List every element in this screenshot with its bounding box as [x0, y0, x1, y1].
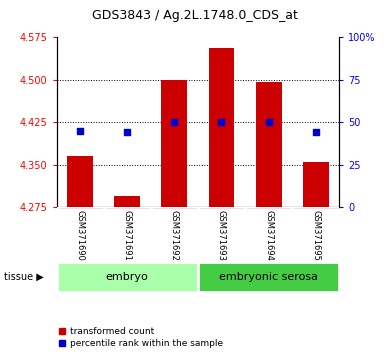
Bar	[198, 262, 339, 292]
Bar	[114, 196, 140, 207]
Bar	[256, 82, 282, 207]
Text: GSM371693: GSM371693	[217, 210, 226, 261]
Point	[218, 119, 225, 125]
Bar	[209, 48, 234, 207]
Text: embryo: embryo	[106, 272, 149, 282]
Text: GSM371695: GSM371695	[311, 210, 320, 261]
Text: GSM371691: GSM371691	[123, 210, 132, 261]
Point	[124, 130, 130, 135]
Point	[313, 130, 319, 135]
Point	[266, 119, 272, 125]
Text: GSM371692: GSM371692	[170, 210, 179, 261]
Bar	[161, 80, 187, 207]
Point	[77, 128, 83, 133]
Bar	[67, 156, 93, 207]
Text: embryonic serosa: embryonic serosa	[219, 272, 318, 282]
Text: GSM371690: GSM371690	[76, 210, 85, 261]
Text: tissue ▶: tissue ▶	[4, 272, 44, 282]
Bar	[57, 262, 198, 292]
Legend: transformed count, percentile rank within the sample: transformed count, percentile rank withi…	[59, 327, 223, 348]
Point	[171, 119, 177, 125]
Bar	[303, 162, 329, 207]
Text: GDS3843 / Ag.2L.1748.0_CDS_at: GDS3843 / Ag.2L.1748.0_CDS_at	[92, 10, 298, 22]
Text: GSM371694: GSM371694	[264, 210, 273, 261]
